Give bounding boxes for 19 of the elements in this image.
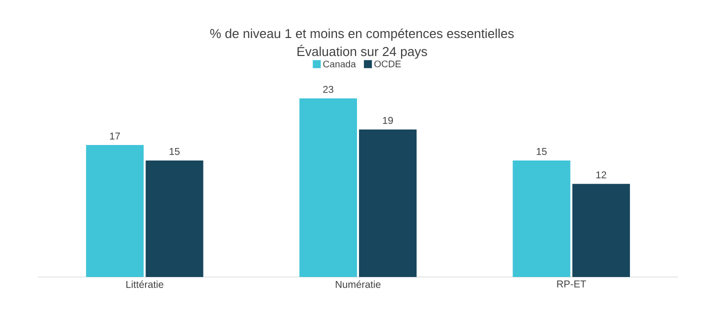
data-label: 17: [110, 132, 120, 140]
data-label: 23: [323, 86, 334, 93]
bar: [572, 184, 630, 277]
legend-label: Canada: [323, 60, 356, 68]
bar: [146, 160, 204, 277]
chart-title: % de niveau 1 et moins en compétences essentielles: [210, 28, 514, 41]
data-label: 15: [170, 148, 180, 156]
bar: [86, 145, 144, 277]
data-label: 19: [383, 116, 393, 124]
data-label: 12: [596, 171, 606, 178]
x-tick-label: RP-ET: [557, 280, 586, 288]
legend-label: OCDE: [374, 60, 401, 68]
chart-subtitle: Évaluation sur 24 pays: [298, 44, 428, 59]
bar: [359, 129, 417, 277]
bar: [299, 98, 358, 277]
x-tick-label: Numératie: [336, 280, 381, 288]
x-tick-label: Littératie: [126, 280, 164, 288]
bar: [512, 160, 570, 277]
data-label: 15: [536, 148, 547, 156]
